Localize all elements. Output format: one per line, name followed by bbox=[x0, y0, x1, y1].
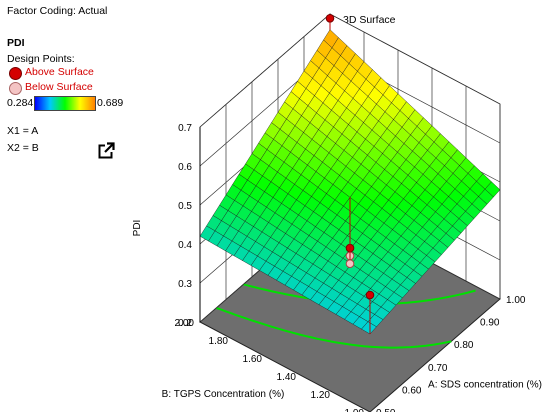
a-tick-label: 0.90 bbox=[480, 318, 500, 329]
pop-out-icon[interactable] bbox=[98, 142, 115, 159]
above-surface-label: Above Surface bbox=[25, 66, 94, 78]
factor-x1-label: X1 = A bbox=[7, 125, 39, 137]
gridline bbox=[329, 13, 501, 105]
b-tick-label: 1.20 bbox=[311, 390, 331, 401]
z-tick-label: 0.4 bbox=[178, 240, 192, 251]
factor-x2-label: X2 = B bbox=[7, 142, 39, 154]
z-axis-title: PDI bbox=[132, 220, 143, 237]
surface-cell bbox=[361, 321, 377, 335]
a-tick-label: 0.80 bbox=[454, 340, 474, 351]
b-tick-label: 2.00 bbox=[175, 318, 195, 329]
z-tick-label: 0.6 bbox=[178, 162, 192, 173]
response-name: PDI bbox=[7, 37, 25, 49]
a-tick-label: 1.00 bbox=[506, 295, 526, 306]
b-tick-label: 1.80 bbox=[209, 336, 229, 347]
a-axis-title: A: SDS concentration (%) bbox=[428, 380, 542, 391]
below-surface-marker bbox=[9, 82, 22, 95]
colorbar-min-label: 0.284 bbox=[7, 97, 34, 109]
z-tick-label: 0.7 bbox=[178, 123, 192, 134]
z-tick-label: 0.2 bbox=[178, 318, 192, 329]
colorbar bbox=[34, 96, 96, 111]
contour-line bbox=[215, 306, 452, 349]
colorbar-max-label: 0.689 bbox=[97, 97, 124, 109]
design-point-below bbox=[345, 259, 355, 269]
chart-title: 3D Surface bbox=[343, 14, 396, 26]
gridline bbox=[199, 13, 331, 128]
b-tick-label: 1.60 bbox=[243, 354, 263, 365]
a-tick-label: 0.60 bbox=[402, 385, 422, 396]
z-tick-label: 0.5 bbox=[178, 201, 192, 212]
b-tick-label: 1.00 bbox=[345, 408, 365, 412]
design-point-above bbox=[325, 13, 335, 23]
design-point-above bbox=[365, 290, 375, 300]
factor-coding-label: Factor Coding: Actual bbox=[7, 5, 108, 17]
a-tick-label: 0.50 bbox=[376, 408, 396, 412]
z-tick-label: 0.3 bbox=[178, 279, 192, 290]
design-points-label: Design Points: bbox=[7, 53, 75, 65]
above-surface-marker bbox=[9, 67, 22, 80]
a-tick-label: 0.70 bbox=[428, 363, 448, 374]
below-surface-label: Below Surface bbox=[25, 81, 93, 93]
b-tick-label: 1.40 bbox=[277, 372, 297, 383]
b-axis-title: B: TGPS Concentration (%) bbox=[162, 389, 285, 400]
